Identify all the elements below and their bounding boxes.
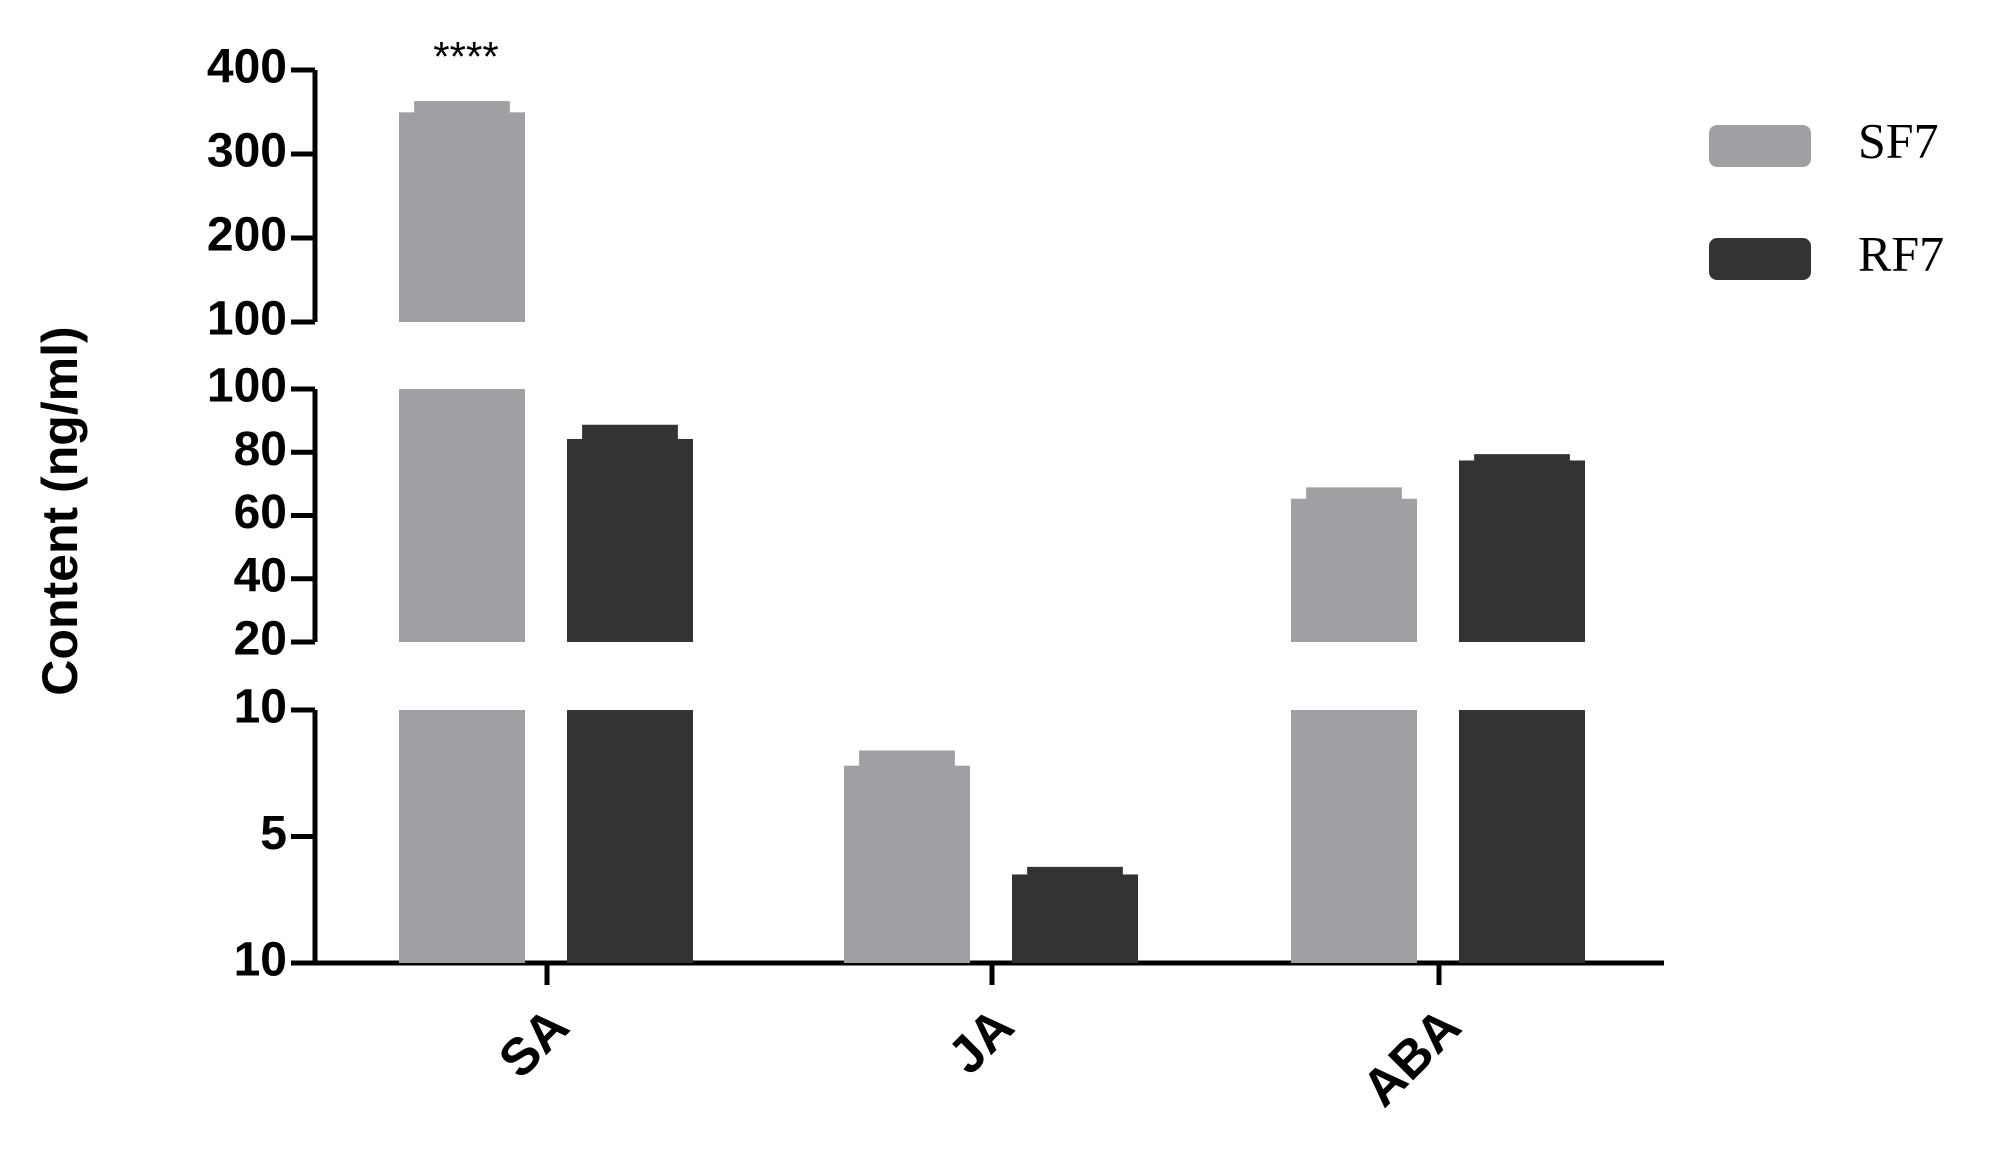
bar [399,710,525,963]
y-tick-label: 80 [234,423,287,476]
bar [844,765,970,963]
x-tick-label: ABA [1352,997,1473,1118]
y-tick-label: 60 [234,486,287,539]
y-tick-label: 400 [207,41,287,94]
y-tick-label: 200 [207,209,287,262]
y-tick-label: 100 [207,293,287,346]
error-bar [414,101,510,115]
error-bar [859,750,955,768]
x-tick-label: SA [488,997,580,1089]
legend-swatch [1709,125,1811,167]
legend-swatch [1709,238,1811,280]
error-bar [1306,487,1402,501]
bar [1291,498,1417,642]
x-tick-label: JA [937,997,1025,1085]
bar [1459,710,1585,963]
legend-label: SF7 [1858,112,1939,168]
bar [567,438,693,642]
error-bar [1027,866,1123,877]
bar [1291,710,1417,963]
y-tick-label: 10 [234,934,287,987]
bar [399,389,525,642]
y-axis-title: Content (ng/ml) [32,326,88,695]
bar [399,112,525,322]
annotation: **** [433,33,498,80]
bar [1459,460,1585,642]
y-tick-label: 300 [207,125,287,178]
legend-label: RF7 [1858,225,1944,281]
y-tick-label: 10 [234,681,287,734]
y-tick-label: 100 [207,360,287,413]
error-bar [1474,454,1570,463]
error-bar [582,424,678,441]
y-tick-label: 5 [260,807,287,860]
y-tick-label: 40 [234,549,287,602]
bar [567,710,693,963]
bar [1012,874,1138,963]
y-tick-label: 20 [234,613,287,666]
